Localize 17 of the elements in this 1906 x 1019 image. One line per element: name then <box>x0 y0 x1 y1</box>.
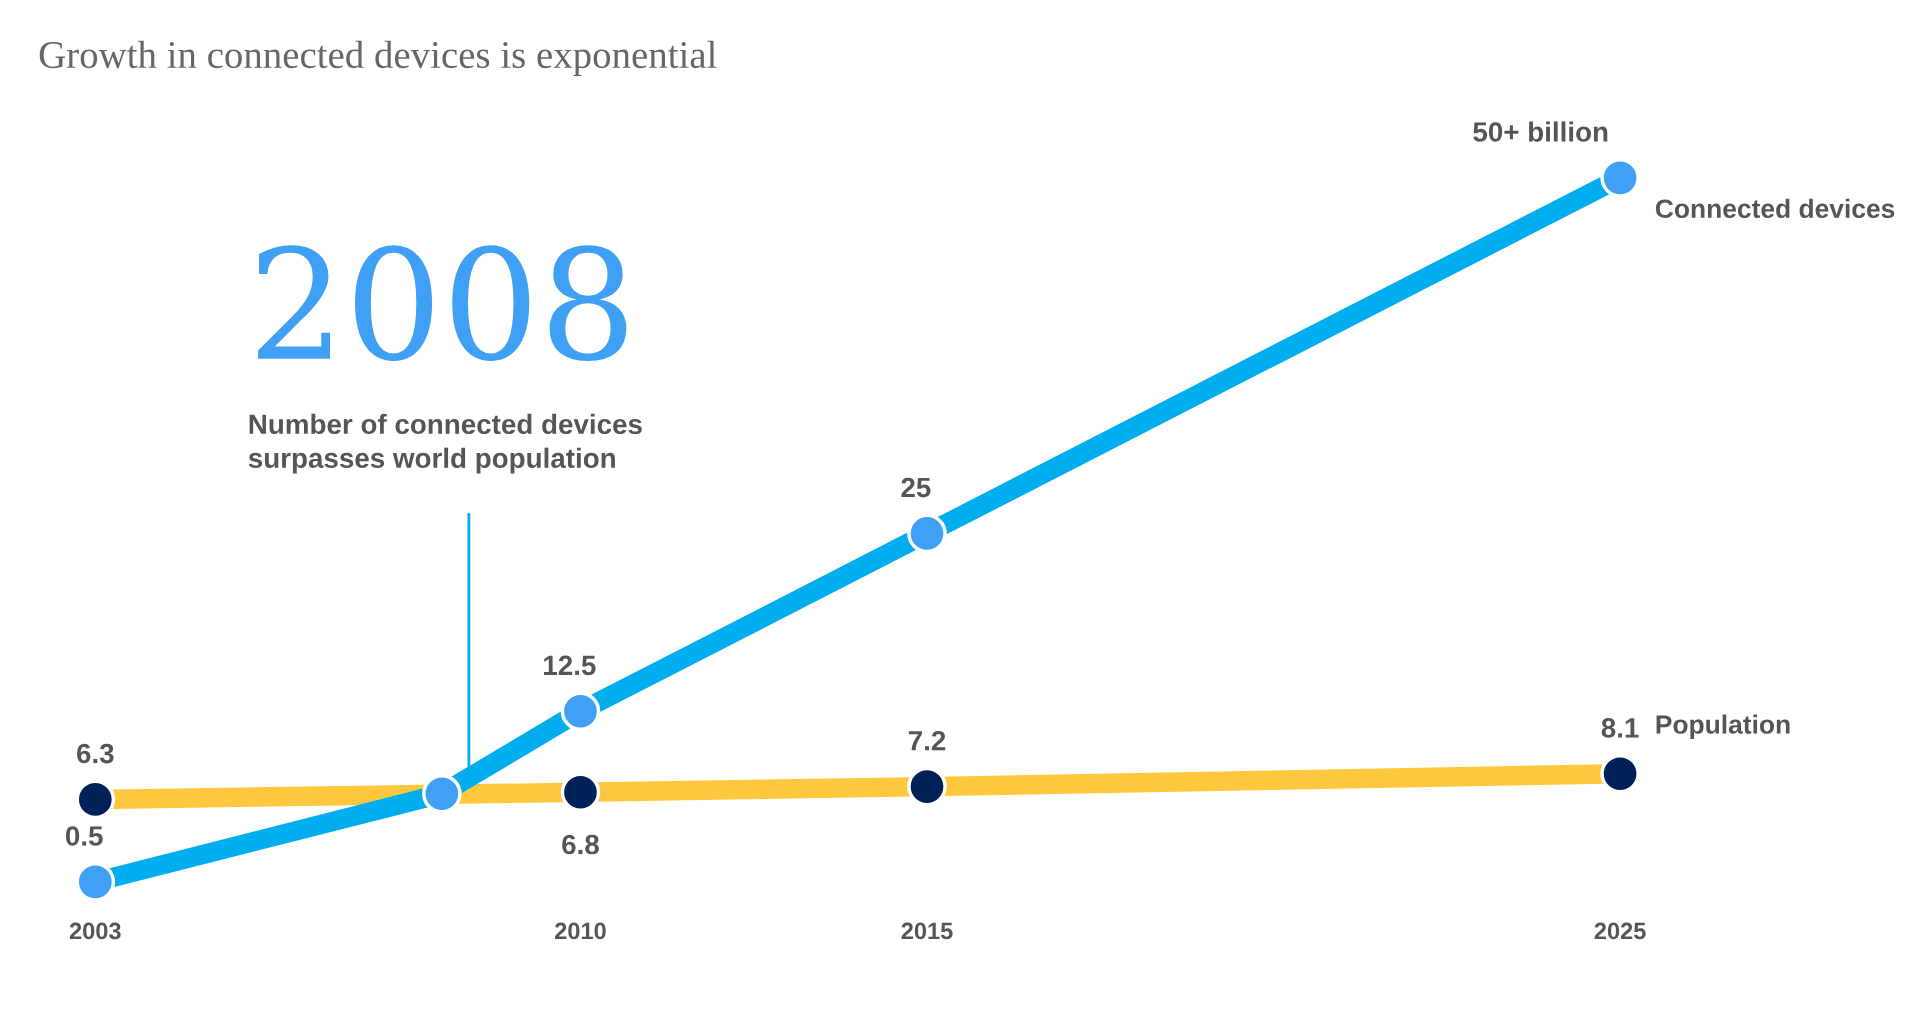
data-label: 7.2 <box>908 730 946 751</box>
annotation: 2008 <box>258 245 627 361</box>
x-tick-label: 2003 <box>69 922 121 940</box>
data-label: 6.3 <box>77 743 114 764</box>
data-label: 12.5 <box>544 655 596 676</box>
data-label: 6.8 <box>562 834 599 855</box>
x-tick-label: 2025 <box>1594 922 1646 940</box>
series-label: Population <box>1656 714 1790 740</box>
data-label: 0.5 <box>65 826 103 846</box>
series-label: Connected devices <box>1655 198 1895 219</box>
data-label: 25 <box>901 477 931 498</box>
data-label: 50+ billion <box>1473 121 1608 142</box>
x-tick-label: 2015 <box>901 922 953 940</box>
chart-title: Growth in connected devices is exponential <box>39 40 717 77</box>
x-tick-label: 2010 <box>555 922 606 940</box>
data-label: 8.1 <box>1601 718 1639 738</box>
annotation: Number of connected devices surpasses world population <box>248 413 642 474</box>
